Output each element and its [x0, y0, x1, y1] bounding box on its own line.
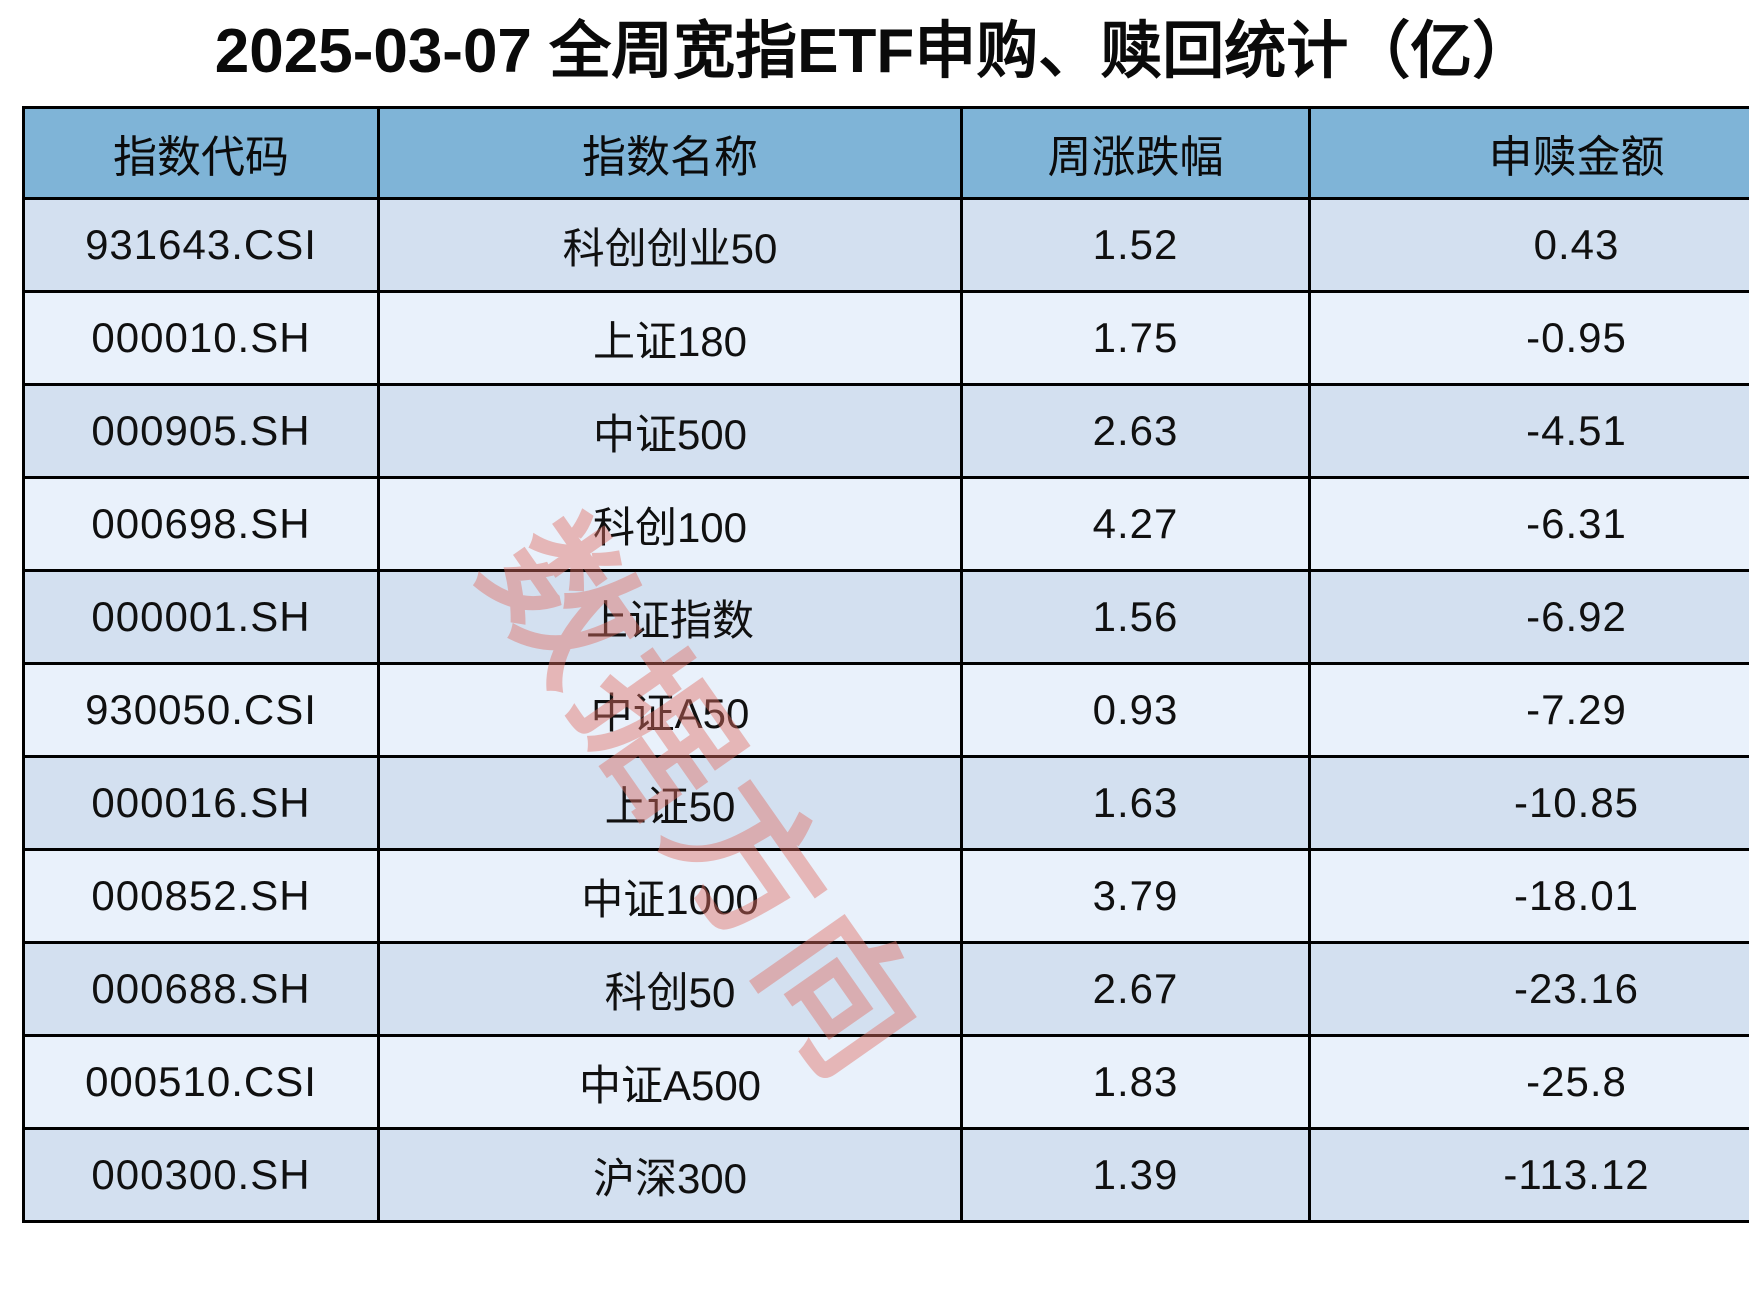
cell-index-name: 科创100 [377, 476, 963, 572]
cell-subscription-amount: -7.29 [1308, 662, 1749, 758]
cell-weekly-change: 2.67 [960, 941, 1311, 1037]
cell-weekly-change: 2.63 [960, 383, 1311, 479]
cell-subscription-amount: -4.51 [1308, 383, 1749, 479]
cell-subscription-amount: -25.8 [1308, 1034, 1749, 1130]
table-row[interactable]: 000698.SH 科创100 4.27 -6.31 [22, 476, 1749, 572]
cell-index-name: 中证A50 [377, 662, 963, 758]
table-row[interactable]: 000852.SH 中证1000 3.79 -18.01 [22, 848, 1749, 944]
cell-index-name: 中证A500 [377, 1034, 963, 1130]
cell-index-name: 上证指数 [377, 569, 963, 665]
cell-index-code: 000001.SH [22, 569, 380, 665]
cell-index-code: 000016.SH [22, 755, 380, 851]
cell-subscription-amount: -10.85 [1308, 755, 1749, 851]
cell-index-code: 000698.SH [22, 476, 380, 572]
table-header-row: 指数代码 指数名称 周涨跌幅 申赎金额 [22, 106, 1749, 200]
table-header: 指数代码 指数名称 周涨跌幅 申赎金额 [22, 106, 1749, 200]
table-row[interactable]: 000300.SH 沪深300 1.39 -113.12 [22, 1127, 1749, 1223]
column-header-index-name[interactable]: 指数名称 [377, 106, 963, 200]
cell-index-name: 上证180 [377, 290, 963, 386]
cell-index-name: 中证1000 [377, 848, 963, 944]
table-row[interactable]: 000905.SH 中证500 2.63 -4.51 [22, 383, 1749, 479]
cell-subscription-amount: -0.95 [1308, 290, 1749, 386]
table-row[interactable]: 000010.SH 上证180 1.75 -0.95 [22, 290, 1749, 386]
cell-weekly-change: 3.79 [960, 848, 1311, 944]
page-title: 2025-03-07 全周宽指ETF申购、赎回统计（亿） [214, 17, 1535, 86]
column-header-subscription-amount[interactable]: 申赎金额 [1308, 106, 1749, 200]
etf-table-container: 指数代码 指数名称 周涨跌幅 申赎金额 931643.CSI 科创创业50 1.52… [22, 106, 1749, 1316]
table-row[interactable]: 931643.CSI 科创创业50 1.52 0.43 [22, 197, 1749, 293]
cell-weekly-change: 1.75 [960, 290, 1311, 386]
cell-subscription-amount: 0.43 [1308, 197, 1749, 293]
cell-index-name: 科创创业50 [377, 197, 963, 293]
cell-index-name: 科创50 [377, 941, 963, 1037]
cell-weekly-change: 0.93 [960, 662, 1311, 758]
table-row[interactable]: 930050.CSI 中证A50 0.93 -7.29 [22, 662, 1749, 758]
cell-index-code: 000905.SH [22, 383, 380, 479]
cell-index-code: 000510.CSI [22, 1034, 380, 1130]
cell-weekly-change: 1.52 [960, 197, 1311, 293]
cell-subscription-amount: -113.12 [1308, 1127, 1749, 1223]
cell-weekly-change: 1.56 [960, 569, 1311, 665]
cell-weekly-change: 4.27 [960, 476, 1311, 572]
table-row[interactable]: 000001.SH 上证指数 1.56 -6.92 [22, 569, 1749, 665]
column-header-index-code[interactable]: 指数代码 [22, 106, 380, 200]
cell-index-code: 931643.CSI [22, 197, 380, 293]
cell-index-code: 000300.SH [22, 1127, 380, 1223]
cell-subscription-amount: -6.92 [1308, 569, 1749, 665]
cell-weekly-change: 1.83 [960, 1034, 1311, 1130]
table-row[interactable]: 000688.SH 科创50 2.67 -23.16 [22, 941, 1749, 1037]
cell-index-name: 上证50 [377, 755, 963, 851]
cell-weekly-change: 1.63 [960, 755, 1311, 851]
cell-subscription-amount: -23.16 [1308, 941, 1749, 1037]
cell-index-code: 000688.SH [22, 941, 380, 1037]
cell-weekly-change: 1.39 [960, 1127, 1311, 1223]
cell-index-code: 000010.SH [22, 290, 380, 386]
cell-index-code: 000852.SH [22, 848, 380, 944]
column-header-weekly-change[interactable]: 周涨跌幅 [960, 106, 1311, 200]
table-body: 931643.CSI 科创创业50 1.52 0.43 000010.SH 上证180 1.… [22, 197, 1749, 1223]
table-row[interactable]: 000016.SH 上证50 1.63 -10.85 [22, 755, 1749, 851]
cell-subscription-amount: -18.01 [1308, 848, 1749, 944]
etf-statistics-table: 指数代码 指数名称 周涨跌幅 申赎金额 931643.CSI 科创创业50 1.52… [22, 106, 1749, 1223]
cell-index-code: 930050.CSI [22, 662, 380, 758]
cell-subscription-amount: -6.31 [1308, 476, 1749, 572]
table-row[interactable]: 000510.CSI 中证A500 1.83 -25.8 [22, 1034, 1749, 1130]
cell-index-name: 中证500 [377, 383, 963, 479]
cell-index-name: 沪深300 [377, 1127, 963, 1223]
